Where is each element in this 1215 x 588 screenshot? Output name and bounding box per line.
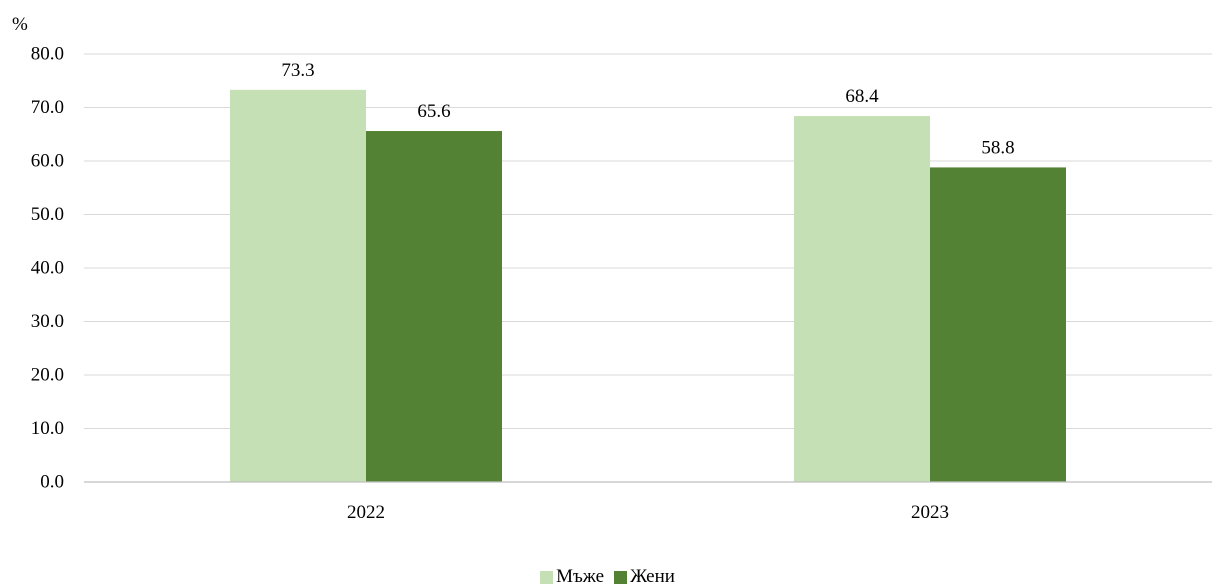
data-label: 65.6 <box>417 101 450 122</box>
bar <box>930 167 1066 483</box>
y-tick-label: 70.0 <box>31 97 64 118</box>
y-tick-label: 30.0 <box>31 311 64 332</box>
y-tick-label: 20.0 <box>31 365 64 386</box>
data-label: 73.3 <box>281 60 314 81</box>
legend: Мъже Жени <box>0 566 1215 588</box>
y-tick-label: 10.0 <box>31 418 64 439</box>
legend-item-men: Мъже <box>540 566 604 588</box>
legend-swatch-women <box>614 570 628 584</box>
y-tick-label: 80.0 <box>31 44 64 65</box>
y-axis-unit: % <box>12 14 28 35</box>
y-tick-label: 0.0 <box>40 472 64 493</box>
legend-swatch-men <box>540 570 554 584</box>
data-label: 58.8 <box>981 137 1014 158</box>
bar <box>794 116 930 482</box>
legend-label-women: Жени <box>630 566 675 587</box>
data-label: 68.4 <box>845 86 879 107</box>
x-tick-label: 2022 <box>347 502 385 523</box>
x-tick-label: 2023 <box>911 502 949 523</box>
bar <box>230 89 366 482</box>
y-tick-label: 40.0 <box>31 258 64 279</box>
y-tick-label: 50.0 <box>31 204 64 225</box>
legend-item-women: Жени <box>614 566 675 588</box>
bar <box>366 131 502 483</box>
legend-label-men: Мъже <box>556 566 605 587</box>
y-tick-label: 60.0 <box>31 151 64 172</box>
